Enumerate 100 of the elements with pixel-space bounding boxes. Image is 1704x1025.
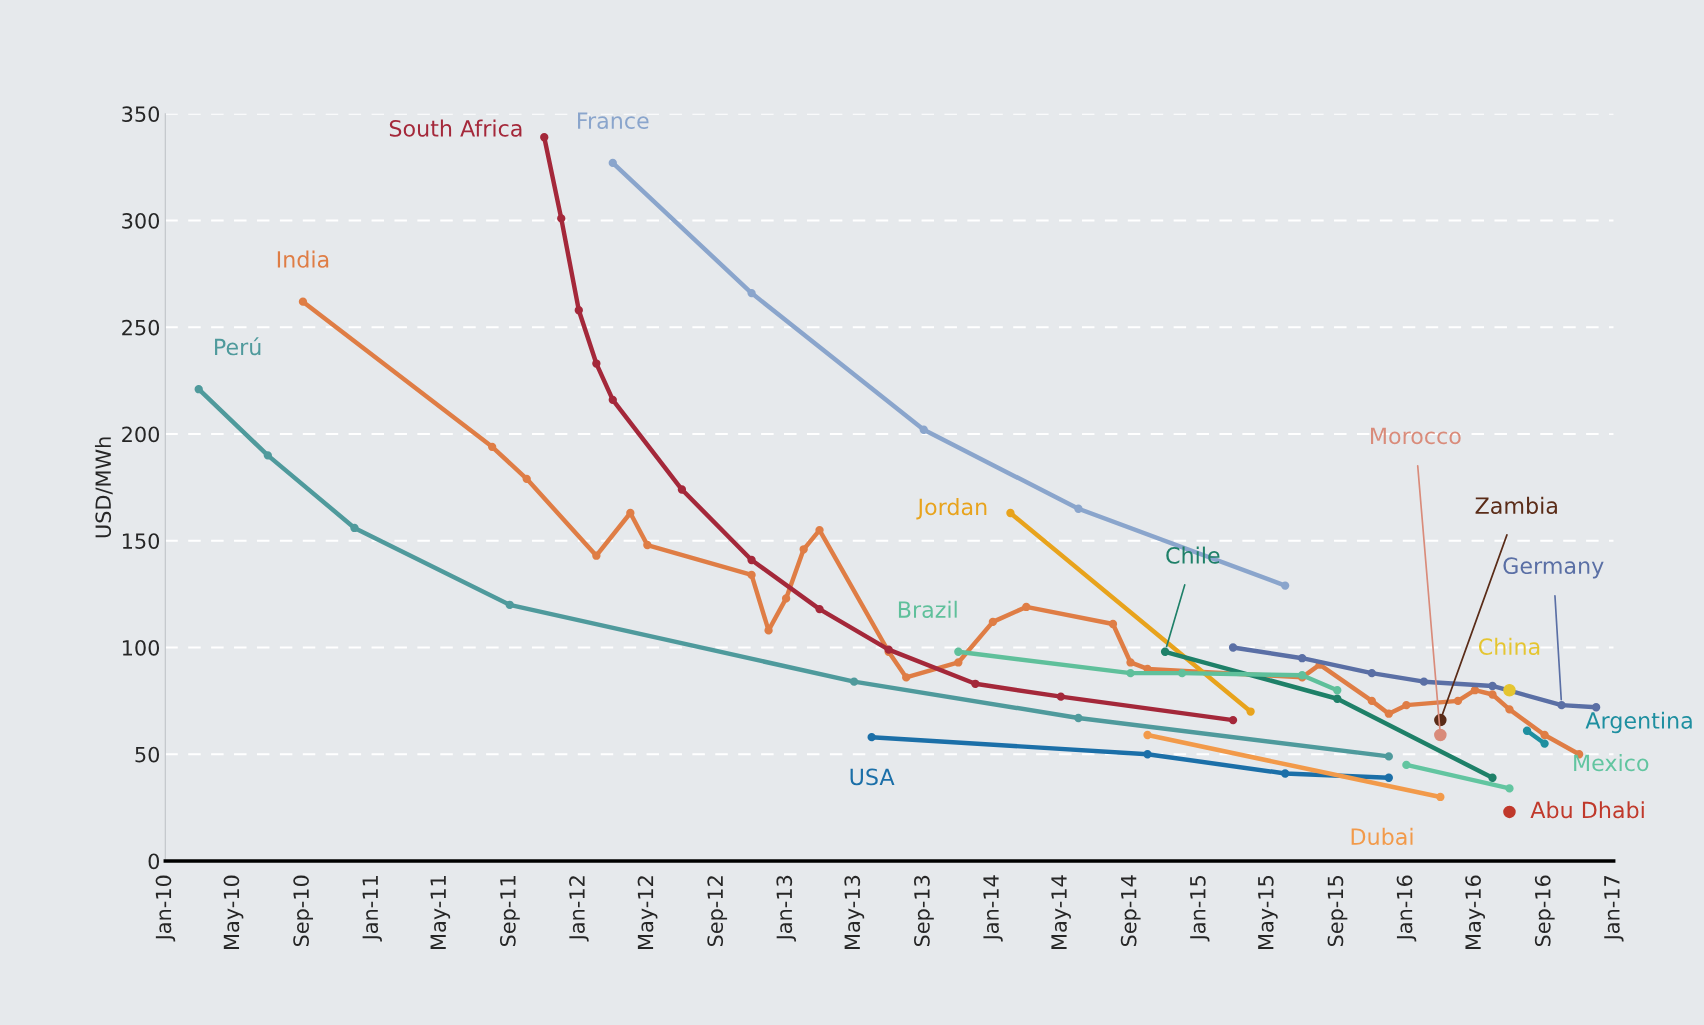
point <box>1160 647 1170 656</box>
x-tick-label: Jan-12 <box>569 876 589 942</box>
x-tick-label: May-11 <box>430 876 451 949</box>
point <box>1402 700 1411 710</box>
series-label: China <box>1478 637 1540 655</box>
series-label: South Africa <box>389 119 522 137</box>
point <box>1228 715 1238 725</box>
point <box>971 679 980 688</box>
x-tick-label: Sep-14 <box>1120 875 1141 947</box>
text: Morocco <box>1371 427 1461 445</box>
x-tick-label: Jan-15 <box>1190 876 1210 942</box>
point <box>1333 694 1342 703</box>
series-label: Dubai <box>1351 827 1413 846</box>
point <box>1280 769 1290 778</box>
x-tick-label: May-15 <box>1258 876 1278 949</box>
point <box>1540 739 1549 748</box>
x-tick-label: Sep-11 <box>499 876 520 947</box>
point <box>1143 750 1152 759</box>
point <box>954 658 963 667</box>
point <box>1384 709 1393 718</box>
point <box>988 617 998 627</box>
x-tick-label: May-13 <box>844 875 865 949</box>
x-tick-label: May-10 <box>223 875 244 949</box>
x-tick-label: Sep-10 <box>293 875 314 947</box>
point <box>1453 696 1463 706</box>
x-tick-label: May-14 <box>1051 875 1071 949</box>
point <box>902 673 911 682</box>
point <box>1503 683 1516 697</box>
point <box>557 214 566 223</box>
series-label: USA <box>850 768 895 786</box>
y-tick-label: 200 <box>122 426 160 443</box>
point <box>747 570 756 580</box>
y-tick-label: 100 <box>122 639 160 656</box>
point <box>1367 696 1376 706</box>
x-tick-label: Jan-14 <box>983 875 1003 942</box>
x-tick-label: Jan-11 <box>362 876 382 942</box>
x-tick-label: Jan-10 <box>155 875 176 942</box>
text: Zambia <box>1475 496 1557 515</box>
point <box>1436 792 1445 802</box>
y-tick-label: 350 <box>122 106 160 122</box>
y-tick-label: 300 <box>122 212 160 229</box>
point <box>608 158 617 168</box>
point <box>540 133 549 142</box>
series-label: Brazil <box>898 600 957 618</box>
point <box>574 306 583 315</box>
series-label: Abu Dhabi <box>1530 801 1644 819</box>
point <box>608 395 617 405</box>
point <box>1434 728 1447 742</box>
point <box>1280 581 1290 590</box>
point <box>747 555 756 565</box>
point <box>522 474 531 484</box>
x-tick-label: Jan-13 <box>776 875 797 942</box>
point <box>1177 668 1187 678</box>
x-tick-label: Sep-12 <box>707 876 728 947</box>
point <box>1056 692 1065 701</box>
point <box>1246 707 1255 716</box>
point <box>487 442 497 451</box>
point <box>849 677 859 686</box>
point <box>1022 602 1031 612</box>
series-label: France <box>578 112 649 130</box>
x-tick-label: Jan-16 <box>1396 875 1417 942</box>
series-label: Argentina <box>1585 711 1692 734</box>
point <box>1006 508 1015 518</box>
point <box>1384 752 1393 761</box>
point <box>1505 784 1514 793</box>
point <box>1522 726 1532 735</box>
y-tick-label: 50 <box>135 746 160 763</box>
x-tick-label: May-16 <box>1465 875 1485 949</box>
series-label: Perú <box>215 337 261 356</box>
point <box>592 359 601 368</box>
point <box>1505 705 1514 714</box>
point <box>1384 773 1393 782</box>
point <box>815 604 824 614</box>
point <box>263 451 272 460</box>
point <box>815 525 824 535</box>
y-tick-label: 0 <box>148 853 160 870</box>
x-tick-label: Jan-17 <box>1604 875 1624 942</box>
text: Germany <box>1503 557 1604 579</box>
point <box>747 288 756 298</box>
point <box>1557 700 1566 710</box>
point <box>799 545 808 554</box>
point <box>194 385 203 394</box>
series-label: India <box>277 250 329 268</box>
point <box>626 508 635 518</box>
point <box>592 551 601 560</box>
point <box>1108 619 1118 629</box>
point <box>1074 504 1083 513</box>
point <box>1333 686 1342 695</box>
point <box>1488 690 1497 699</box>
point <box>1074 713 1083 723</box>
point <box>1402 760 1411 770</box>
x-tick-label: Sep-13 <box>914 875 934 947</box>
point <box>867 733 876 742</box>
y-tick-label: 250 <box>122 319 160 336</box>
point <box>954 647 963 656</box>
point <box>1419 677 1429 686</box>
point <box>919 425 928 434</box>
point <box>1367 668 1376 678</box>
point <box>1228 643 1238 652</box>
point <box>1126 658 1135 667</box>
